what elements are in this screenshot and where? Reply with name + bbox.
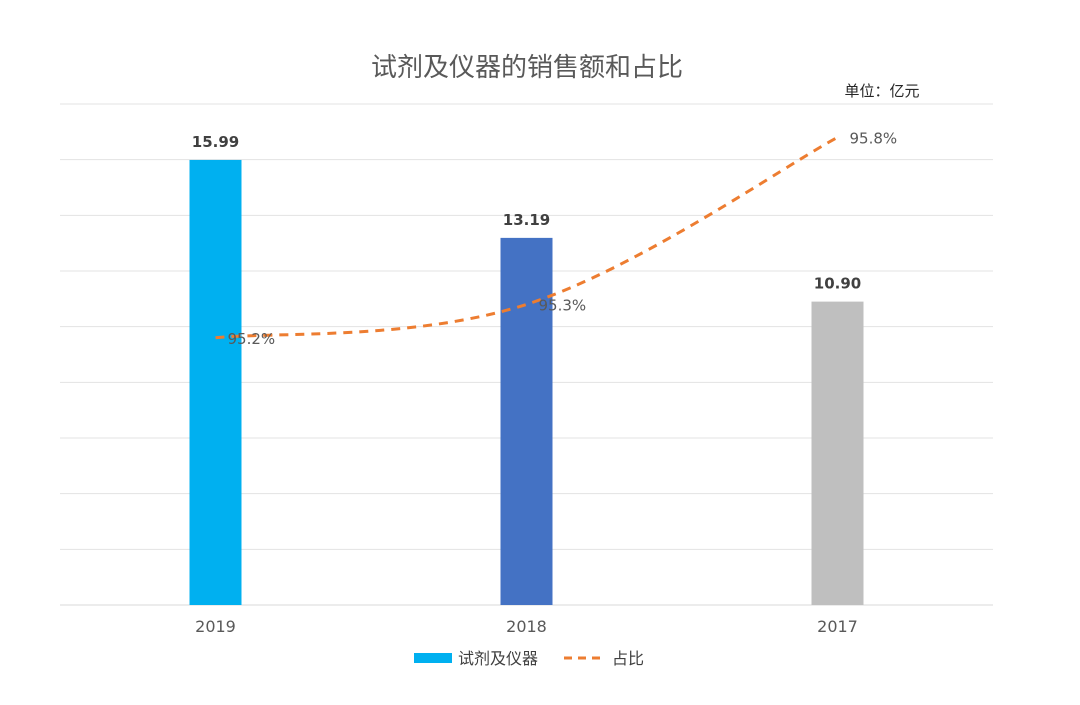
bar-value-label: 13.19 xyxy=(503,211,550,229)
bar-value-label: 15.99 xyxy=(192,133,239,151)
bar-2018 xyxy=(500,237,553,605)
x-tick-label: 2017 xyxy=(817,617,858,636)
legend-label-bar: 试剂及仪器 xyxy=(458,649,538,668)
share-line xyxy=(215,136,839,340)
legend-label-line: 占比 xyxy=(612,649,644,668)
x-tick-label: 2019 xyxy=(195,617,236,636)
share-value-label: 95.2% xyxy=(228,330,276,348)
bar-2019 xyxy=(189,159,242,605)
unit-label: 单位：亿元 xyxy=(844,82,919,100)
x-axis-ticks: 2019 2018 2017 xyxy=(195,617,858,636)
x-tick-label: 2018 xyxy=(506,617,547,636)
line-labels: 95.2% 95.3% 95.8% xyxy=(228,129,898,347)
bar-2017 xyxy=(811,301,864,605)
share-value-label: 95.8% xyxy=(850,129,898,147)
bars xyxy=(189,159,864,605)
share-value-label: 95.3% xyxy=(539,296,587,314)
legend-swatch-bar xyxy=(414,653,452,663)
chart-title: 试剂及仪器的销售额和占比 xyxy=(371,53,683,83)
bar-value-label: 10.90 xyxy=(814,275,861,293)
share-line-group xyxy=(215,136,839,340)
bar-labels: 15.99 13.19 10.90 xyxy=(192,133,861,293)
legend: 试剂及仪器 占比 xyxy=(414,649,644,668)
